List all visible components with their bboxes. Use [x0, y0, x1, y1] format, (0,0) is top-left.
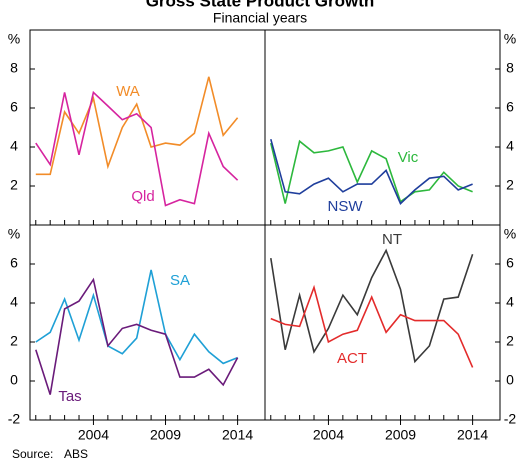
y-tick-label: 4 [506, 294, 514, 310]
y-tick-label: -2 [504, 411, 517, 427]
chart-title: Gross State Product Growth [146, 0, 375, 10]
y-axis-unit: % [504, 226, 516, 242]
y-tick-label: 6 [10, 255, 18, 271]
y-axis-unit: % [8, 226, 20, 242]
y-tick-label: 4 [506, 138, 514, 154]
series-line [270, 138, 473, 205]
y-tick-label: 2 [10, 333, 18, 349]
x-tick-label: 2004 [78, 427, 109, 443]
y-tick-label: 4 [10, 138, 18, 154]
y-tick-label: 8 [506, 60, 514, 76]
series-line [35, 277, 239, 395]
y-tick-label: 4 [10, 294, 18, 310]
y-axis-unit: % [504, 31, 516, 47]
series-label: Tas [58, 388, 81, 405]
series-label: Qld [131, 188, 154, 205]
series-label: SA [170, 272, 190, 289]
y-tick-label: 6 [506, 99, 514, 115]
source: ABS [64, 447, 88, 461]
series-line [35, 90, 239, 207]
series-label: NT [382, 231, 402, 248]
y-tick-label: 2 [506, 177, 514, 193]
series-label: ACT [337, 350, 367, 367]
y-tick-label: 6 [10, 99, 18, 115]
series-line [270, 139, 473, 204]
y-tick-label: 2 [10, 177, 18, 193]
chart-subtitle: Financial years [213, 10, 307, 26]
y-tick-label: 0 [10, 372, 18, 388]
x-tick-label: 2009 [150, 427, 181, 443]
y-tick-label: 2 [506, 333, 514, 349]
y-tick-label: 6 [506, 255, 514, 271]
x-tick-label: 2004 [313, 427, 344, 443]
source-label: Source: [12, 447, 53, 461]
x-tick-label: 2014 [457, 427, 488, 443]
series-label: Vic [398, 149, 419, 166]
y-axis-unit: % [8, 31, 20, 47]
series-line [35, 269, 238, 365]
series-line [270, 284, 474, 368]
x-tick-label: 2014 [222, 427, 253, 443]
y-tick-label: 0 [506, 372, 514, 388]
series-line [35, 76, 239, 176]
y-tick-label: 8 [10, 60, 18, 76]
series-label: WA [116, 83, 140, 100]
series-label: NSW [328, 198, 364, 215]
y-tick-label: -2 [8, 411, 21, 427]
x-tick-label: 2009 [385, 427, 416, 443]
series-line [270, 248, 474, 364]
